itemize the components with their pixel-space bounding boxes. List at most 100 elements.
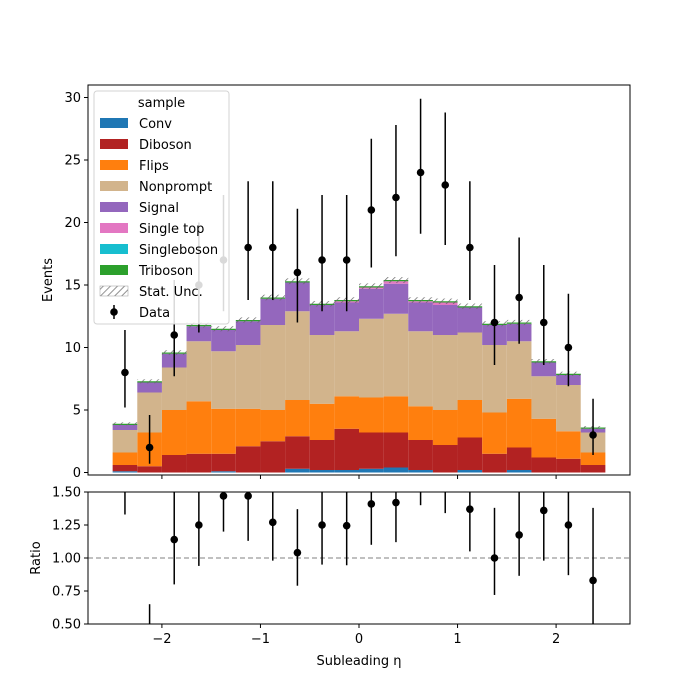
- bar-nonprompt: [432, 335, 458, 410]
- bar-flips: [186, 401, 212, 454]
- bar-signal: [408, 302, 433, 332]
- data-point: [342, 256, 351, 264]
- y-tick-label: 0: [73, 466, 81, 481]
- y-tick-label: 20: [64, 216, 81, 231]
- x-tick-label: 1: [453, 632, 461, 647]
- main-y-ticks: 0 5 10 15 20 25 30: [64, 91, 88, 481]
- ratio-point: [367, 500, 376, 508]
- ratio-y-tick-label: 0.50: [52, 618, 81, 633]
- bar-conv: [211, 471, 236, 473]
- stat-unc-bin: [383, 277, 409, 283]
- ratio-point: [170, 535, 179, 544]
- ratio-point: [515, 531, 523, 539]
- stat-unc-bin: [235, 317, 261, 323]
- bar-flips: [211, 408, 236, 454]
- x-tick-label: −2: [152, 632, 171, 647]
- bar-signal: [211, 330, 236, 352]
- ratio-point: [342, 521, 351, 530]
- ratio-point: [318, 521, 326, 529]
- stat-unc-bin: [137, 379, 162, 384]
- bar-flips: [309, 403, 335, 440]
- bar-signal: [112, 425, 138, 430]
- bar-nonprompt: [506, 341, 532, 399]
- legend-label: Conv: [139, 117, 172, 132]
- bar-nonprompt: [211, 351, 236, 409]
- ratio-points: [124, 492, 597, 624]
- bar-flips: [408, 406, 433, 440]
- x-axis-label: Subleading η: [316, 654, 401, 669]
- legend-swatch: [100, 265, 128, 275]
- bar-flips: [506, 398, 532, 448]
- ratio-y-axis-label: Ratio: [29, 541, 44, 574]
- y-tick-label: 30: [64, 91, 81, 106]
- bar-flips: [556, 431, 581, 459]
- data-point: [293, 268, 302, 277]
- bar-flips: [260, 410, 286, 442]
- data-point: [490, 318, 499, 327]
- main-x-ticks: [161, 475, 557, 479]
- legend-label: Nonprompt: [139, 180, 212, 195]
- bar-conv: [334, 470, 359, 473]
- bar-nonprompt: [531, 376, 557, 419]
- bar-nonprompt: [112, 430, 138, 453]
- bar-flips: [432, 410, 458, 445]
- bar-nonprompt: [408, 331, 433, 407]
- ratio-point: [195, 521, 203, 529]
- data-point: [367, 206, 376, 214]
- data-point: [170, 331, 179, 339]
- ratio-point: [564, 521, 573, 529]
- legend-label: Diboson: [139, 138, 192, 153]
- bar-signal: [359, 288, 384, 319]
- legend-swatch: [100, 139, 128, 149]
- data-point: [589, 431, 597, 439]
- bar-signal: [260, 298, 286, 325]
- stat-unc-bin: [408, 297, 433, 303]
- main-panel: 0 5 10 15 20 25 30 Events sample Conv Diboson Fl…: [41, 84, 631, 481]
- ratio-point: [539, 506, 548, 515]
- bar-diboson: [531, 457, 557, 473]
- x-tick-label: 0: [355, 632, 363, 647]
- ratio-y-tick-label: 0.75: [52, 585, 81, 600]
- ratio-y-tick-label: 1.50: [52, 486, 81, 501]
- bar-conv: [457, 470, 483, 473]
- legend-label: Signal: [139, 201, 179, 216]
- bar-conv: [309, 470, 335, 473]
- bar-diboson: [260, 441, 286, 473]
- stat-unc-bin: [112, 422, 138, 426]
- bar-diboson: [334, 428, 359, 470]
- bar-nonprompt: [383, 313, 409, 397]
- legend-label: Data: [139, 306, 170, 321]
- y-tick-label: 5: [73, 404, 81, 419]
- bar-flips: [161, 410, 187, 455]
- legend-title: sample: [138, 96, 185, 111]
- bar-conv: [112, 471, 138, 473]
- bar-nonprompt: [260, 325, 286, 410]
- data-point: [515, 293, 523, 302]
- bar-flips: [580, 452, 606, 465]
- bar-signal: [457, 307, 483, 333]
- bar-flips: [112, 452, 138, 465]
- legend-swatch: [100, 202, 128, 212]
- legend-data-marker: [110, 308, 118, 316]
- legend-swatch: [100, 118, 128, 128]
- ratio-point: [244, 492, 252, 500]
- bar-diboson: [285, 436, 310, 469]
- bar-conv: [408, 470, 433, 473]
- ratio-y-tick-label: 1.00: [52, 552, 81, 567]
- bar-diboson: [580, 465, 606, 473]
- ratio-point: [589, 576, 597, 585]
- x-tick-label: 2: [552, 632, 560, 647]
- bar-diboson: [211, 453, 236, 472]
- stacked-bars: [112, 280, 606, 473]
- ratio-point: [293, 548, 302, 557]
- ratio-y-ticks: 0.50 0.75 1.00 1.25 1.50: [52, 486, 88, 633]
- bar-diboson: [186, 453, 212, 473]
- bar-flips: [457, 400, 483, 438]
- bar-signal: [432, 305, 458, 335]
- bar-flips: [285, 400, 310, 437]
- bar-nonprompt: [285, 311, 310, 400]
- bar-nonprompt: [334, 331, 359, 397]
- bar-diboson: [457, 437, 483, 470]
- bar-diboson: [137, 466, 162, 473]
